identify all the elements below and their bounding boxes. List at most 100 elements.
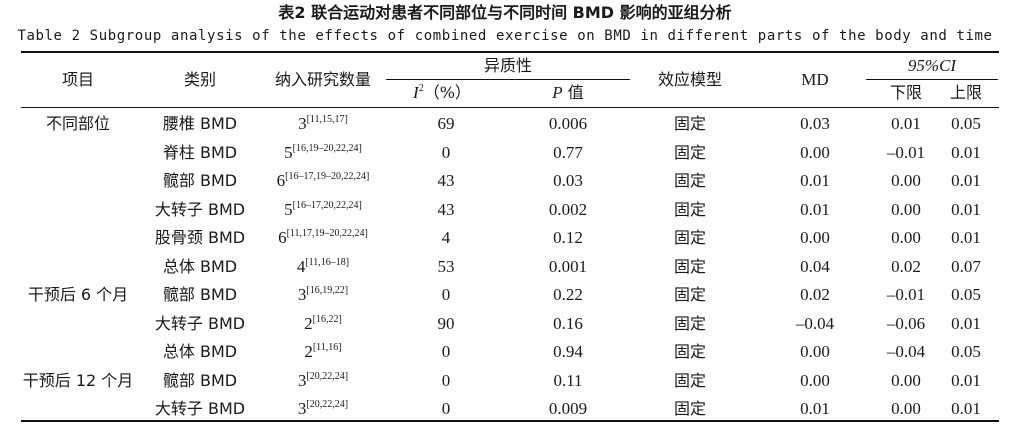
- cell-ci-lower: –0.01: [886, 142, 926, 162]
- cell-i2: 0: [441, 285, 451, 304]
- cell-ci-lower: 0.00: [891, 199, 921, 219]
- citation-refs: [11,15,17]: [306, 114, 348, 125]
- cell-p-value: 0.77: [553, 142, 583, 162]
- header-rule: [21, 107, 999, 108]
- cell-ci-lower: 0.00: [891, 370, 921, 390]
- header-p-value: P 值: [552, 83, 584, 102]
- cell-md: –0.04: [795, 313, 835, 333]
- cell-model: 固定: [673, 285, 707, 304]
- top-rule: [21, 51, 999, 53]
- cell-i2: 90: [437, 313, 455, 333]
- study-count: 3: [297, 285, 307, 304]
- cell-ci-lower: –0.01: [886, 285, 926, 304]
- study-count: 5: [284, 199, 293, 219]
- group-label: 不同部位: [45, 114, 111, 133]
- cell-model: 固定: [673, 171, 707, 190]
- cell-ci-upper: 0.05: [951, 285, 981, 304]
- study-count: 5: [284, 142, 293, 162]
- cell-studies: 3[20,22,24]: [298, 399, 348, 419]
- header-heterogeneity: 异质性: [483, 56, 533, 75]
- cell-ci-upper: 0.01: [951, 399, 981, 418]
- cell-md: 0.01: [800, 399, 830, 418]
- heterogeneity-subrule: [386, 79, 630, 80]
- cell-ci-lower: –0.04: [886, 342, 926, 361]
- cell-p-value: 0.94: [553, 342, 583, 361]
- cell-model: 固定: [673, 228, 707, 247]
- cell-category: 大转子 BMD: [154, 313, 246, 333]
- cell-category: 腰椎 BMD: [162, 114, 238, 133]
- study-count: 3: [297, 370, 307, 390]
- cell-model: 固定: [673, 313, 707, 333]
- cell-p-value: 0.03: [553, 171, 583, 190]
- header-md: MD: [801, 70, 829, 89]
- citation-refs: [16,19–20,22,24]: [292, 142, 362, 154]
- study-count: 2: [304, 342, 313, 361]
- cell-md: 0.00: [800, 370, 830, 390]
- cell-studies: 3[11,15,17]: [298, 114, 348, 134]
- cell-studies: 5[16,19–20,22,24]: [284, 143, 362, 163]
- cell-ci-upper: 0.05: [951, 342, 981, 361]
- study-count: 6: [276, 171, 286, 190]
- cell-category: 髋部 BMD: [162, 370, 238, 390]
- citation-refs: [11,16–18]: [305, 256, 350, 268]
- cell-i2: 53: [437, 256, 455, 276]
- cell-category: 髋部 BMD: [162, 171, 238, 190]
- cell-i2: 43: [437, 171, 455, 190]
- group-label: 干预后 6 个月: [27, 285, 129, 304]
- cell-p-value: 0.22: [553, 285, 583, 304]
- cell-i2: 0: [441, 370, 451, 390]
- cell-studies: 6[16–17,19–20,22,24]: [277, 171, 370, 191]
- header-studies: 纳入研究数量: [274, 70, 372, 89]
- cell-ci-upper: 0.01: [951, 228, 981, 247]
- cell-studies: 2[11,16]: [304, 342, 341, 362]
- cell-model: 固定: [673, 199, 707, 219]
- cell-i2: 43: [437, 199, 455, 219]
- cell-ci-lower: 0.00: [891, 228, 921, 247]
- cell-model: 固定: [673, 256, 707, 276]
- cell-md: 0.00: [800, 342, 830, 361]
- cell-category: 脊柱 BMD: [162, 142, 238, 162]
- cell-studies: 2[16,22]: [304, 314, 342, 334]
- study-count: 3: [298, 114, 307, 133]
- cell-md: 0.00: [800, 142, 830, 162]
- cell-p-value: 0.001: [548, 256, 588, 276]
- cell-ci-lower: –0.06: [886, 313, 926, 333]
- cell-ci-lower: 0.00: [891, 399, 921, 418]
- cell-i2: 69: [437, 114, 455, 133]
- cell-md: 0.02: [800, 285, 830, 304]
- cell-category: 髋部 BMD: [162, 285, 238, 304]
- cell-i2: 0: [441, 342, 451, 361]
- citation-refs: [11,16]: [312, 342, 342, 353]
- cell-md: 0.03: [800, 114, 830, 133]
- header-upper: 上限: [949, 83, 983, 102]
- cell-p-value: 0.002: [548, 199, 588, 219]
- cell-model: 固定: [673, 114, 707, 133]
- citation-refs: [20,22,24]: [306, 399, 349, 410]
- cell-model: 固定: [673, 342, 707, 361]
- study-count: 4: [296, 256, 306, 276]
- cell-p-value: 0.12: [553, 228, 583, 247]
- header-i2: I2（%）: [413, 83, 471, 102]
- bottom-rule: [21, 420, 999, 422]
- citation-refs: [16–17,20,22,24]: [292, 199, 362, 211]
- cell-ci-upper: 0.01: [951, 199, 981, 219]
- ci-subrule: [866, 79, 998, 80]
- cell-studies: 5[16–17,20,22,24]: [284, 200, 362, 220]
- cell-md: 0.01: [800, 171, 830, 190]
- cell-ci-upper: 0.01: [951, 370, 981, 390]
- cell-ci-upper: 0.01: [951, 171, 981, 190]
- cell-category: 大转子 BMD: [154, 399, 246, 418]
- cell-p-value: 0.006: [548, 114, 588, 133]
- group-label: 干预后 12 个月: [22, 370, 134, 390]
- study-count: 3: [297, 399, 307, 418]
- cell-category: 股骨颈 BMD: [154, 228, 246, 247]
- cell-p-value: 0.16: [553, 313, 583, 333]
- cell-ci-lower: 0.02: [891, 256, 921, 276]
- cell-category: 总体 BMD: [162, 256, 238, 276]
- cell-i2: 4: [441, 228, 451, 247]
- cell-studies: 3[16,19,22]: [298, 285, 348, 305]
- cell-p-value: 0.11: [553, 370, 583, 390]
- cell-md: 0.01: [800, 199, 830, 219]
- header-ci: 95%CI: [907, 56, 957, 75]
- cell-i2: 0: [441, 142, 451, 162]
